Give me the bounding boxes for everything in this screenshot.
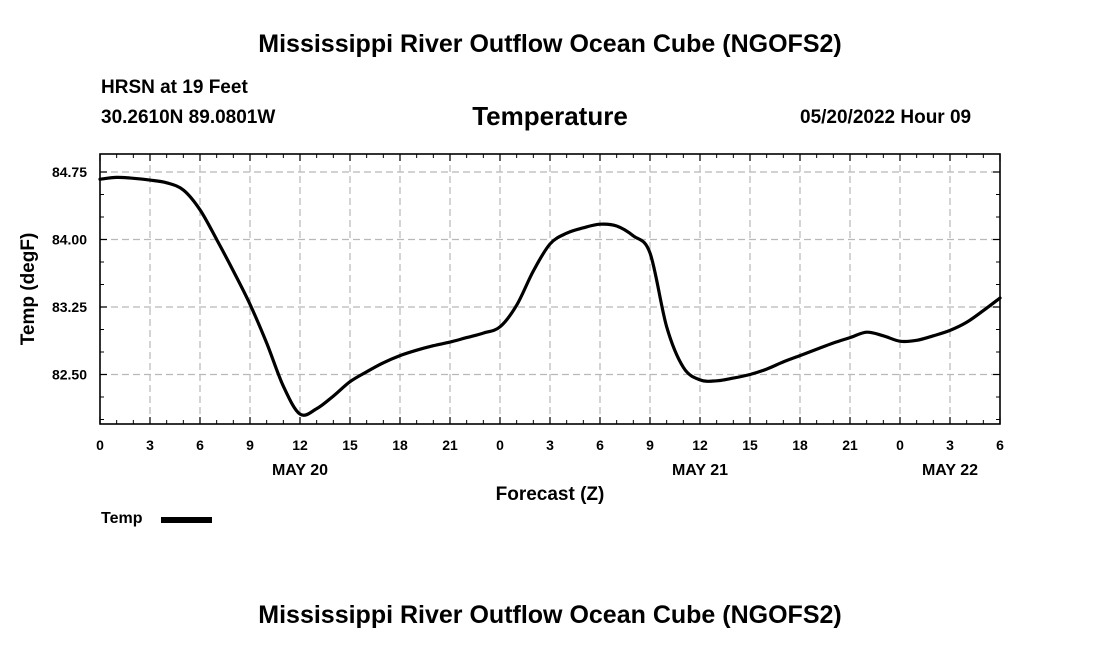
x-tick-label: 6 — [196, 437, 204, 453]
series-line-temp — [98, 175, 1002, 417]
x-tick-label: 12 — [292, 437, 308, 453]
x-tick-label: 21 — [842, 437, 858, 453]
x-tick-label: 0 — [896, 437, 904, 453]
x-tick-label: 9 — [646, 437, 654, 453]
y-tick-label: 84.75 — [52, 164, 87, 180]
chart-footer-title: Mississippi River Outflow Ocean Cube (NG… — [258, 601, 842, 629]
y-axis-label: Temp (degF) — [18, 233, 39, 346]
y-tick-label: 84.00 — [52, 232, 87, 248]
x-tick-label: 3 — [946, 437, 954, 453]
legend-swatch-temp — [161, 517, 212, 523]
x-tick-label: 15 — [742, 437, 758, 453]
x-tick-label: 21 — [442, 437, 458, 453]
x-date-label: MAY 20 — [272, 462, 328, 479]
station-coordinates: 30.2610N 89.0801W — [101, 107, 276, 128]
x-axis-label: Forecast (Z) — [496, 484, 605, 505]
x-tick-label: 0 — [496, 437, 504, 453]
x-tick-label: 9 — [246, 437, 254, 453]
y-tick-label: 82.50 — [52, 367, 87, 383]
y-tick-label: 83.25 — [52, 299, 87, 315]
x-date-label: MAY 21 — [672, 462, 728, 479]
x-date-label: MAY 22 — [922, 462, 978, 479]
chart-main-title: Mississippi River Outflow Ocean Cube (NG… — [258, 30, 842, 58]
x-tick-label: 6 — [596, 437, 604, 453]
legend-label-temp: Temp — [101, 510, 143, 527]
x-tick-label: 12 — [692, 437, 708, 453]
x-tick-label: 3 — [146, 437, 154, 453]
forecast-datetime: 05/20/2022 Hour 09 — [800, 107, 972, 128]
x-tick-label: 3 — [546, 437, 554, 453]
chart-subtitle: Temperature — [472, 101, 628, 131]
x-tick-label: 0 — [96, 437, 104, 453]
x-tick-label: 6 — [996, 437, 1004, 453]
x-tick-label: 15 — [342, 437, 358, 453]
x-tick-label: 18 — [392, 437, 408, 453]
station-label: HRSN at 19 Feet — [101, 77, 248, 98]
plot-frame — [99, 153, 1001, 425]
x-tick-label: 18 — [792, 437, 808, 453]
